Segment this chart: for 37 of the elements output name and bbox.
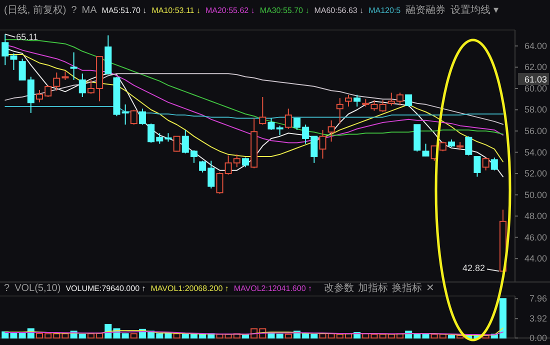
- text: 改参数: [324, 282, 354, 294]
- text: 61.03: [524, 74, 547, 84]
- y-tick-label: 54.00: [524, 147, 547, 158]
- text: MAVOL1:20068.200 ↑: [150, 284, 229, 293]
- y-tick-label: 58.00: [524, 104, 547, 115]
- y-tick-label: 44.00: [524, 254, 547, 264]
- y-tick-label: 48.00: [524, 211, 547, 222]
- text: MA30:55.70 ↓: [260, 6, 310, 15]
- y-tick-label: 60.00: [524, 83, 547, 94]
- text: MAVOL2:12041.600 ↑: [234, 284, 312, 293]
- annotation: 42.82: [462, 263, 485, 274]
- text: ?: [71, 5, 78, 16]
- y-tick-label: 56.00: [524, 126, 547, 136]
- text: 融资融券: [406, 4, 446, 16]
- y-tick-label: 3.92: [529, 314, 547, 324]
- y-tick-label: 62.00: [524, 62, 547, 72]
- text: MA120:5: [368, 6, 402, 15]
- text: 换指标: [392, 282, 422, 294]
- text: 设置均线 ▾: [450, 4, 498, 16]
- y-tick-label: 50.00: [524, 190, 547, 200]
- y-tick-label: 52.00: [524, 168, 547, 179]
- text: MA5:51.70 ↓: [102, 6, 147, 15]
- text: MA60:56.63 ↓: [314, 6, 364, 15]
- y-tick-label: 0.00: [529, 333, 547, 343]
- text: MA10:53.11 ↓: [152, 6, 200, 15]
- text: (日线, 前复权): [4, 4, 66, 16]
- annotation: 65.11: [16, 32, 38, 42]
- text: 加指标: [358, 282, 388, 294]
- y-tick-label: 46.00: [524, 232, 547, 242]
- text: ✕: [426, 283, 434, 294]
- text: MA20:55.62 ↓: [205, 6, 255, 15]
- text: ?: [4, 283, 10, 294]
- text: VOLUME:79640.000 ↑: [66, 284, 146, 293]
- text: MA: [82, 5, 98, 16]
- y-tick-label: 7.96: [529, 294, 547, 304]
- text: VOL(5,10): [14, 283, 61, 294]
- y-tick-label: 64.00: [524, 40, 547, 51]
